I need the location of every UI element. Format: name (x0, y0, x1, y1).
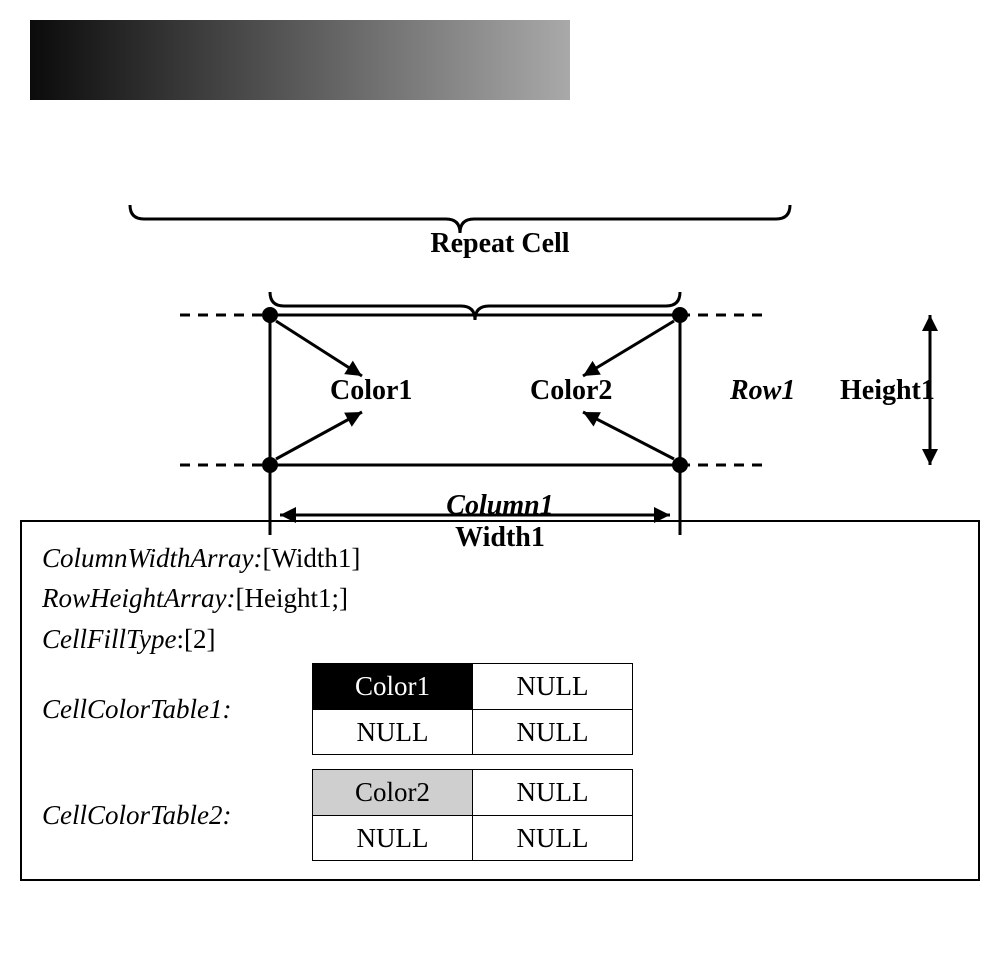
width-label: Width1 (455, 522, 545, 554)
cell-color-table-1-row: CellColorTable1: Color1NULLNULLNULL (42, 663, 958, 755)
repeat-cell-label: Repeat Cell (430, 228, 569, 260)
cell-color-table-1: Color1NULLNULLNULL (312, 663, 633, 755)
column-label: Column1 (446, 490, 553, 522)
repeat-cell-diagram: Repeat Cell Color1 Color2 Row1 Height1 C… (20, 100, 980, 520)
rha-key: RowHeightArray: (42, 580, 235, 616)
cell-color-table-2: Color2NULLNULLNULL (312, 769, 633, 861)
diagram-svg (20, 100, 980, 540)
table-cell: Color1 (313, 664, 473, 709)
cell-fill-type: CellFillType : [2] (42, 621, 958, 657)
cft-key: CellFillType (42, 621, 176, 657)
cwa-val: [Width1] (263, 540, 361, 576)
cct2-label: CellColorTable2: (42, 797, 312, 833)
table-cell: NULL (473, 709, 633, 754)
table-cell: NULL (313, 815, 473, 860)
table-cell: NULL (473, 664, 633, 709)
color2-label: Color2 (530, 375, 612, 407)
gradient-bar (30, 20, 570, 100)
rha-val: [Height1;] (235, 580, 347, 616)
cell-color-table-2-row: CellColorTable2: Color2NULLNULLNULL (42, 769, 958, 861)
table-cell: NULL (473, 770, 633, 815)
row-height-array: RowHeightArray: [Height1;] (42, 580, 958, 616)
table-cell: Color2 (313, 770, 473, 815)
cft-val: [2] (184, 621, 215, 657)
cct1-label: CellColorTable1: (42, 691, 312, 727)
table-cell: NULL (313, 709, 473, 754)
properties-box: ColumnWidthArray: [Width1] RowHeightArra… (20, 520, 980, 881)
cft-sep: : (176, 621, 184, 657)
height-label: Height1 (840, 375, 935, 407)
cwa-key: ColumnWidthArray: (42, 540, 263, 576)
row-label: Row1 (730, 375, 795, 407)
table-cell: NULL (473, 815, 633, 860)
color1-label: Color1 (330, 375, 412, 407)
